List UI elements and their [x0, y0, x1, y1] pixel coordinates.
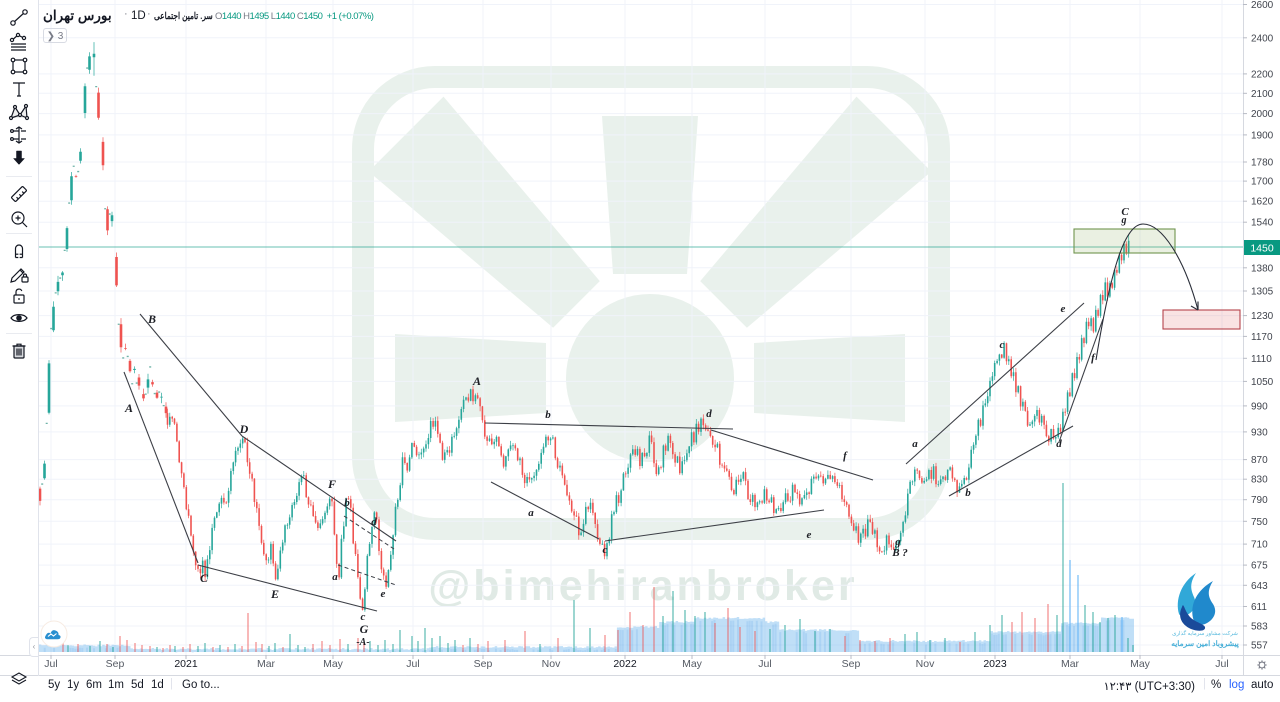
svg-text:870: 870 [1251, 455, 1268, 466]
svg-text:b: b [344, 497, 350, 509]
svg-text:a: a [332, 571, 338, 583]
svg-text:e: e [381, 588, 386, 600]
svg-text:Sep: Sep [106, 658, 125, 670]
svg-text:2400: 2400 [1251, 33, 1274, 44]
svg-text:1540: 1540 [1251, 218, 1274, 229]
svg-text:1380: 1380 [1251, 263, 1274, 274]
svg-text:2600: 2600 [1251, 0, 1274, 11]
svg-text:@bimehiranbroker: @bimehiranbroker [428, 562, 857, 610]
svg-text:930: 930 [1251, 427, 1268, 438]
svg-text:2021: 2021 [174, 658, 198, 670]
svg-text:643: 643 [1251, 581, 1268, 592]
svg-text:2200: 2200 [1251, 69, 1274, 80]
svg-text:1110: 1110 [1251, 354, 1272, 365]
svg-text:C: C [200, 571, 209, 585]
svg-text:g: g [894, 536, 901, 548]
svg-text:Jul: Jul [406, 658, 419, 670]
svg-text:1700: 1700 [1251, 177, 1274, 188]
svg-text:b: b [545, 409, 551, 421]
svg-text:Jul: Jul [44, 658, 57, 670]
svg-text:May: May [323, 658, 344, 670]
svg-text:d: d [706, 408, 712, 420]
svg-text:790: 790 [1251, 495, 1268, 506]
svg-text:A: A [124, 401, 133, 415]
svg-text:a: a [912, 438, 918, 450]
svg-text:c: c [361, 611, 366, 623]
svg-text:1900: 1900 [1251, 130, 1274, 141]
svg-text:-A-: -A- [356, 637, 369, 648]
svg-text:1450: 1450 [1250, 243, 1274, 255]
svg-text:Nov: Nov [916, 658, 935, 670]
svg-text:c: c [1000, 339, 1005, 351]
svg-text:B ?: B ? [891, 547, 908, 559]
svg-text:A: A [472, 374, 481, 388]
svg-text:583: 583 [1251, 622, 1268, 633]
svg-text:611: 611 [1251, 602, 1267, 613]
svg-text:شرکت مشاور سرمایه گذاری: شرکت مشاور سرمایه گذاری [1172, 629, 1238, 637]
svg-text:1050: 1050 [1251, 377, 1274, 388]
svg-text:830: 830 [1251, 475, 1268, 486]
svg-text:May: May [1130, 658, 1151, 670]
svg-text:710: 710 [1251, 540, 1268, 551]
svg-text:d: d [1056, 438, 1062, 450]
svg-text:1620: 1620 [1251, 197, 1274, 208]
svg-text:b: b [965, 487, 971, 499]
svg-text:1780: 1780 [1251, 158, 1274, 169]
svg-text:1230: 1230 [1251, 311, 1274, 322]
svg-text:May: May [682, 658, 703, 670]
svg-text:E: E [270, 587, 279, 601]
svg-text:Sep: Sep [474, 658, 493, 670]
svg-text:d: d [371, 516, 377, 528]
svg-text:g: g [1121, 215, 1127, 226]
svg-text:G: G [360, 622, 369, 636]
svg-text:Mar: Mar [257, 658, 276, 670]
svg-text:557: 557 [1251, 641, 1268, 652]
svg-text:پیشروباد امین سرمایه: پیشروباد امین سرمایه [1171, 639, 1240, 649]
svg-text:2023: 2023 [983, 658, 1007, 670]
svg-text:e: e [1061, 303, 1066, 315]
svg-text:f: f [843, 450, 848, 462]
svg-text:750: 750 [1251, 517, 1268, 528]
svg-text:Jul: Jul [1215, 658, 1228, 670]
svg-text:Nov: Nov [542, 658, 561, 670]
svg-text:2000: 2000 [1251, 109, 1274, 120]
svg-text:f: f [1091, 352, 1096, 364]
svg-text:2022: 2022 [613, 658, 637, 670]
svg-text:675: 675 [1251, 561, 1268, 572]
svg-text:c: c [603, 544, 608, 556]
svg-text:F: F [327, 477, 336, 491]
svg-text:Sep: Sep [842, 658, 861, 670]
svg-text:1305: 1305 [1251, 287, 1274, 298]
svg-text:2100: 2100 [1251, 89, 1274, 100]
svg-text:e: e [807, 529, 812, 541]
svg-text:B: B [147, 312, 156, 326]
svg-text:990: 990 [1251, 401, 1268, 412]
svg-text:Jul: Jul [758, 658, 771, 670]
svg-text:1170: 1170 [1251, 332, 1273, 343]
svg-text:D: D [239, 422, 249, 436]
svg-text:a: a [528, 507, 534, 519]
svg-text:C: C [1121, 206, 1129, 218]
svg-text:Mar: Mar [1061, 658, 1080, 670]
